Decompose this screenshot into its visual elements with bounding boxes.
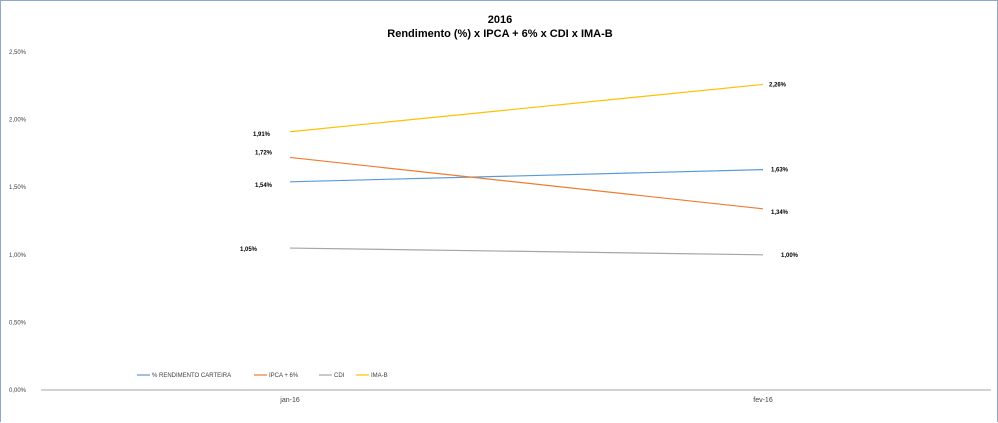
x-tick-label: fev-16 xyxy=(753,397,773,404)
legend-label: % RENDIMENTO CARTEIRA xyxy=(152,373,231,379)
y-tick-label: 2,50% xyxy=(9,50,27,56)
data-label: 1,05% xyxy=(240,247,258,253)
data-label: 1,63% xyxy=(771,168,789,174)
data-label: 1,00% xyxy=(781,253,799,259)
data-label: 2,26% xyxy=(769,82,787,88)
y-tick-label: 2,00% xyxy=(9,118,27,124)
data-label: 1,54% xyxy=(255,183,273,189)
data-label: 1,72% xyxy=(255,150,273,156)
x-tick-label: jan-16 xyxy=(279,397,300,404)
chart-subtitle: Rendimento (%) x IPCA + 6% x CDI x IMA-B xyxy=(387,28,613,40)
legend-label: IPCA + 6% xyxy=(269,373,299,379)
series-line-rendimento-carteira xyxy=(289,169,764,183)
series-line-ipca-6 xyxy=(289,156,764,210)
series-line-ima-b xyxy=(289,83,764,133)
chart-title-block: 2016 Rendimento (%) x IPCA + 6% x CDI x … xyxy=(1,13,998,41)
y-tick-label: 1,00% xyxy=(9,253,27,259)
chart-title: 2016 xyxy=(487,14,513,26)
y-tick-label: 1,50% xyxy=(9,185,27,191)
legend-label: IMA-B xyxy=(371,373,388,379)
y-tick-label: 0,00% xyxy=(9,388,27,394)
y-tick-label: 0,50% xyxy=(9,320,27,326)
data-label: 1,91% xyxy=(253,132,271,138)
data-label: 1,34% xyxy=(771,210,789,216)
series-line-cdi xyxy=(289,247,764,256)
legend-label: CDI xyxy=(334,373,345,379)
